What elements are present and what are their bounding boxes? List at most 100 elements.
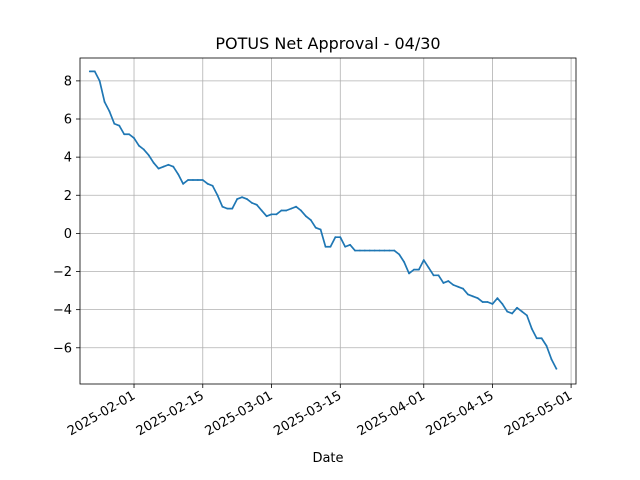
data-point (506, 310, 509, 313)
data-point (329, 245, 332, 248)
data-point (275, 213, 278, 216)
y-tick-label: 8 (64, 74, 72, 89)
data-point (501, 303, 504, 305)
data-point (201, 179, 204, 181)
data-point (476, 297, 479, 300)
data-point (118, 124, 121, 127)
data-point (388, 249, 391, 252)
data-point (344, 245, 347, 248)
data-point (172, 165, 175, 168)
data-point (486, 301, 489, 303)
y-tick-label: −2 (53, 265, 72, 280)
data-point (535, 337, 538, 340)
data-point (496, 297, 499, 300)
data-point (162, 165, 165, 168)
data-point (491, 303, 494, 305)
data-point (393, 249, 396, 252)
data-point (452, 283, 455, 286)
data-point (363, 249, 366, 252)
data-point (521, 310, 523, 313)
data-point (516, 306, 518, 309)
y-tick-label: 0 (64, 227, 72, 242)
y-tick-label: −6 (53, 341, 72, 356)
data-point (471, 295, 474, 298)
data-point (250, 201, 253, 204)
data-point (290, 207, 293, 210)
data-point (457, 285, 460, 288)
data-point (226, 207, 229, 210)
grid (80, 58, 576, 384)
data-point (241, 196, 243, 199)
y-tick-label: −4 (53, 303, 72, 318)
data-point (422, 259, 425, 261)
plot-frame (79, 57, 577, 385)
x-axis-label: Date (312, 451, 343, 466)
data-point (177, 173, 180, 176)
data-point (437, 274, 440, 277)
data-point (314, 226, 317, 229)
data-point (216, 194, 219, 197)
data-point (339, 236, 342, 239)
data-point (300, 209, 302, 212)
data-point (555, 367, 558, 370)
data-point (108, 110, 111, 113)
data-point (334, 236, 337, 239)
data-point (246, 198, 248, 200)
data-point (128, 133, 131, 136)
data-point (550, 358, 553, 361)
data-point (354, 249, 356, 252)
data-point (467, 293, 469, 296)
data-point (255, 203, 258, 206)
data-point (447, 280, 450, 282)
data-point (157, 167, 160, 170)
data-point (206, 182, 209, 185)
data-point (192, 179, 194, 181)
data-point (265, 215, 268, 218)
data-point (211, 184, 214, 187)
data-point (182, 182, 185, 185)
y-tick-label: 2 (64, 189, 72, 204)
data-point (403, 261, 406, 263)
data-point (349, 243, 351, 246)
data-point (98, 79, 101, 82)
data-point (525, 314, 528, 317)
data-point (432, 274, 435, 277)
data-point (93, 70, 96, 73)
data-point (309, 219, 312, 221)
data-point (88, 70, 91, 73)
data-point (442, 282, 445, 284)
data-point (373, 249, 376, 252)
data-point (221, 205, 224, 208)
data-point (530, 327, 533, 330)
data-point (324, 245, 327, 248)
data-point (413, 268, 415, 271)
data-point (417, 268, 420, 271)
data-point (231, 207, 234, 210)
data-point (481, 301, 484, 303)
data-point (123, 133, 126, 136)
data-point (295, 205, 297, 208)
data-point (545, 344, 548, 347)
data-point (270, 213, 273, 216)
y-tick-label: 6 (64, 113, 72, 128)
chart-title: POTUS Net Approval - 04/30 (215, 34, 440, 53)
data-point (383, 249, 386, 252)
data-point (368, 249, 371, 252)
data-point (152, 161, 155, 164)
y-tick-label: 4 (64, 151, 72, 166)
data-point (359, 249, 361, 252)
data-point (142, 148, 145, 151)
data-point (305, 215, 307, 218)
data-point (113, 122, 116, 125)
data-point (133, 137, 135, 139)
data-point (236, 198, 239, 200)
data-point (462, 287, 464, 290)
data-point (319, 228, 322, 231)
data-point (147, 154, 150, 157)
data-point (103, 100, 106, 103)
series-layer (88, 70, 558, 370)
data-point (280, 209, 283, 212)
data-point (540, 337, 543, 340)
data-point (511, 312, 514, 315)
